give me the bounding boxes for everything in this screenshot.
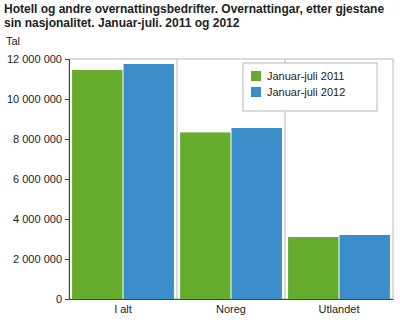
y-axis-line	[65, 60, 70, 300]
x-tick-label: Noreg	[216, 303, 246, 315]
legend-swatch	[251, 87, 261, 97]
y-tick-label: 4 000 000	[13, 213, 62, 225]
x-tick: Utlandet	[319, 299, 360, 315]
bar	[232, 128, 282, 299]
y-tick-label: 12 000 000	[7, 53, 62, 65]
legend-label: Januar-juli 2011	[267, 70, 344, 82]
y-tick-mark	[65, 179, 69, 180]
y-tick-mark	[65, 259, 69, 260]
y-tick: 2 000 000	[13, 253, 69, 265]
legend-label: Januar-juli 2012	[267, 86, 345, 98]
x-tick: I alt	[114, 299, 132, 315]
y-tick-mark	[65, 99, 69, 100]
y-tick: 12 000 000	[7, 53, 69, 65]
y-tick: 10 000 000	[7, 93, 69, 105]
plot: 0 2 000 000 4 000 000 6 000 000 8 000 000 10 …	[7, 53, 394, 315]
y-tick-label: 8 000 000	[13, 133, 62, 145]
x-tick: Noreg	[216, 299, 246, 315]
y-tick-label: 6 000 000	[13, 173, 62, 185]
y-tick-mark	[65, 139, 69, 140]
bar	[124, 64, 174, 299]
x-axis: I alt Noreg Utlandet	[70, 299, 394, 315]
category-separator	[177, 59, 178, 299]
y-tick-label: 10 000 000	[7, 93, 62, 105]
y-tick: 4 000 000	[13, 213, 69, 225]
x-tick-label: Utlandet	[319, 303, 360, 315]
y-tick-mark	[65, 219, 69, 220]
legend-box	[243, 63, 377, 111]
bar	[288, 237, 338, 299]
chart: Hotell og andre overnattingsbedrifter. O…	[0, 0, 400, 320]
x-tick-label: I alt	[114, 303, 132, 315]
bar	[340, 235, 390, 299]
y-axis-title: Tal	[6, 35, 20, 47]
title: Hotell og andre overnattingsbedrifter. O…	[4, 2, 384, 30]
y-tick-label: 2 000 000	[13, 253, 62, 265]
legend: Januar-juli 2011 Januar-juli 2012	[243, 63, 377, 111]
bar	[72, 70, 122, 299]
y-tick: 6 000 000	[13, 173, 69, 185]
y-tick-mark	[65, 299, 69, 300]
bars	[72, 64, 390, 299]
legend-swatch	[251, 71, 261, 81]
y-tick: 0	[56, 293, 69, 305]
y-tick-mark	[65, 59, 69, 60]
y-tick-label: 0	[56, 293, 62, 305]
bar	[180, 132, 230, 299]
y-tick: 8 000 000	[13, 133, 69, 145]
plot-frame	[69, 59, 393, 299]
y-axis: 0 2 000 000 4 000 000 6 000 000 8 000 000 10 …	[7, 53, 70, 305]
x-axis-line	[70, 299, 394, 300]
